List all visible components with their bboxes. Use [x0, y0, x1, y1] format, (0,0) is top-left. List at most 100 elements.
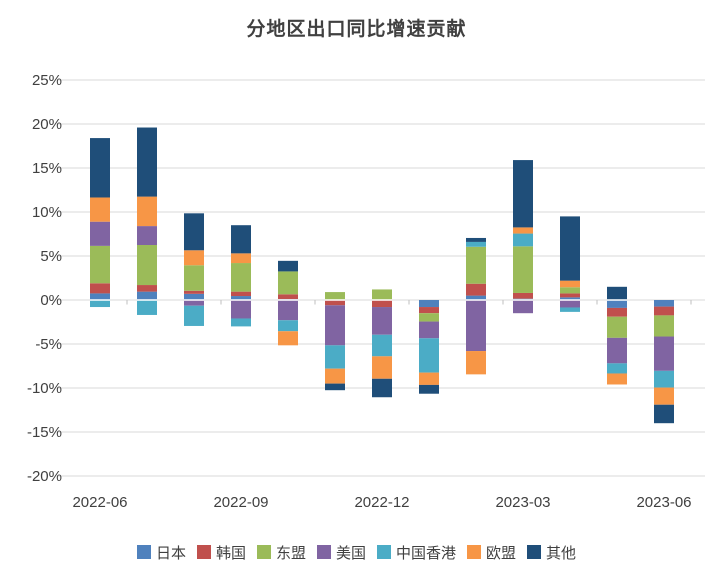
- bar-segment-韩国: [137, 285, 157, 292]
- bar-segment-其他: [372, 378, 392, 398]
- legend-swatch-icon: [467, 545, 482, 559]
- bar-segment-东盟: [607, 316, 627, 338]
- bar-segment-其他: [513, 160, 533, 228]
- zero-line-over-bar: [513, 299, 533, 301]
- bar-segment-中国香港: [372, 334, 392, 357]
- bar-segment-东盟: [560, 287, 580, 294]
- zero-line-over-bar: [607, 299, 627, 301]
- bar-segment-韩国: [325, 300, 345, 306]
- bar-segment-美国: [513, 300, 533, 314]
- x-axis-tick-label: 2022-12: [354, 494, 409, 511]
- bar-segment-中国香港: [231, 318, 251, 327]
- legend-swatch-icon: [196, 545, 211, 559]
- bar-segment-其他: [654, 404, 674, 424]
- y-axis-tick-label: -5%: [35, 336, 62, 353]
- bar-segment-韩国: [654, 306, 674, 316]
- legend-item-其他: 其他: [527, 542, 576, 563]
- legend-item-欧盟: 欧盟: [467, 542, 516, 563]
- zero-line-over-bar: [278, 299, 298, 301]
- bar-segment-美国: [419, 321, 439, 339]
- legend-label: 其他: [546, 544, 577, 562]
- bar-segment-中国香港: [137, 300, 157, 315]
- bar-segment-日本: [184, 293, 204, 300]
- bar-segment-其他: [137, 127, 157, 197]
- x-axis-tick-label: 2022-09: [213, 494, 268, 511]
- bar-segment-日本: [654, 300, 674, 307]
- zero-line-over-bar: [90, 299, 110, 301]
- legend-swatch-icon: [527, 545, 542, 559]
- y-axis-tick-label: 25%: [32, 72, 62, 89]
- bar-segment-东盟: [466, 246, 486, 284]
- x-axis-tick-label: 2022-06: [72, 494, 127, 511]
- y-axis-tick-label: 15%: [32, 160, 62, 177]
- bar-segment-美国: [278, 300, 298, 321]
- bar-segment-其他: [560, 216, 580, 281]
- bar-segment-日本: [419, 300, 439, 308]
- bar-segment-东盟: [419, 313, 439, 322]
- bar-segment-日本: [137, 291, 157, 300]
- bar-segment-东盟: [231, 263, 251, 292]
- legend-swatch-icon: [136, 545, 151, 559]
- bar-segment-东盟: [90, 245, 110, 284]
- bar-segment-东盟: [372, 289, 392, 300]
- legend-label: 欧盟: [486, 544, 517, 562]
- bar-segment-日本: [231, 296, 251, 300]
- legend-label: 韩国: [215, 544, 246, 562]
- bar-segment-东盟: [654, 315, 674, 337]
- bar-segment-美国: [607, 337, 627, 364]
- bar-segment-其他: [419, 384, 439, 394]
- bar-segment-美国: [560, 300, 580, 308]
- bar-segment-中国香港: [325, 345, 345, 369]
- plot-area: 25% 20% 15% 10% 5% 0% -5% -10% -15% -20% 2022-06 20…: [27, 72, 705, 511]
- y-axis-tick-label: 5%: [40, 248, 62, 265]
- legend-item-东盟: 东盟: [256, 542, 306, 563]
- legend-swatch-icon: [316, 545, 331, 559]
- bar-segment-韩国: [513, 292, 533, 299]
- legend-item-韩国: 韩国: [196, 542, 246, 563]
- bar-segment-韩国: [90, 283, 110, 294]
- zero-line-over-bar: [466, 299, 486, 301]
- bar-segment-日本: [560, 297, 580, 300]
- bar-segment-美国: [231, 300, 251, 319]
- bar-segment-其他: [184, 213, 204, 251]
- bar-segment-美国: [325, 305, 345, 346]
- zero-line-over-bar: [231, 299, 251, 301]
- bar-segment-东盟: [184, 265, 204, 291]
- bar-segment-美国: [466, 300, 486, 352]
- bar-segment-中国香港: [560, 307, 580, 312]
- bar-segment-中国香港: [278, 320, 298, 332]
- bar-segment-中国香港: [466, 241, 486, 247]
- bar-segment-韩国: [419, 307, 439, 314]
- zero-line-over-bar: [560, 299, 580, 301]
- legend-item-中国香港: 中国香港: [377, 542, 456, 563]
- legend: 日本 韩国 东盟 美国 中国香港 欧盟 其他: [0, 540, 713, 564]
- zero-line-over-bar: [184, 299, 204, 301]
- bar-segment-其他: [278, 260, 298, 272]
- bar-segment-东盟: [137, 245, 157, 286]
- y-axis-tick-label: 10%: [32, 204, 62, 221]
- bar-segment-美国: [137, 226, 157, 245]
- y-axis-tick-label: -15%: [27, 424, 62, 441]
- bar-segment-中国香港: [607, 363, 627, 374]
- bar-segment-美国: [372, 307, 392, 335]
- bar-segment-东盟: [513, 246, 533, 293]
- bar-segment-韩国: [560, 293, 580, 298]
- bar-segment-韩国: [372, 300, 392, 308]
- bar-segment-欧盟: [419, 372, 439, 385]
- legend-label: 美国: [335, 544, 366, 562]
- zero-line-over-bar: [325, 299, 345, 301]
- bar-segment-欧盟: [466, 351, 486, 375]
- bar-segment-中国香港: [654, 370, 674, 388]
- y-axis-tick-label: -10%: [27, 380, 62, 397]
- bar-segment-欧盟: [560, 280, 580, 288]
- bar-segment-欧盟: [372, 356, 392, 379]
- bar-segment-东盟: [325, 292, 345, 300]
- zero-line-over-bar: [372, 299, 392, 301]
- bar-segment-中国香港: [184, 305, 204, 326]
- bar-segment-日本: [607, 300, 627, 308]
- bar-segment-欧盟: [231, 253, 251, 264]
- bar-segment-欧盟: [90, 197, 110, 222]
- y-axis-tick-label: -20%: [27, 468, 62, 485]
- legend-swatch-icon: [377, 545, 391, 559]
